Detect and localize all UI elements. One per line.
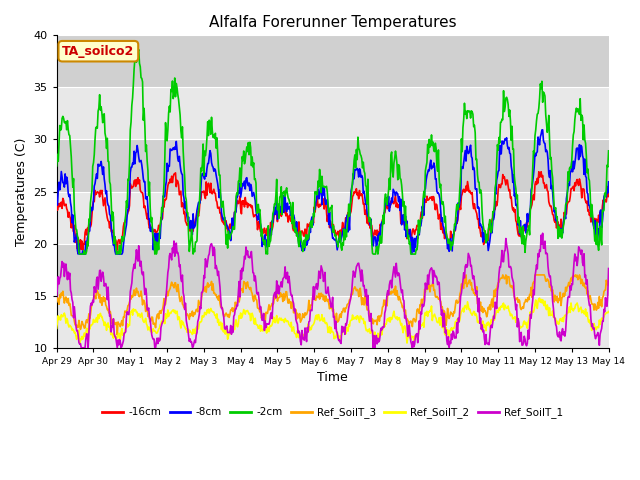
Title: Alfalfa Forerunner Temperatures: Alfalfa Forerunner Temperatures (209, 15, 456, 30)
Text: TA_soilco2: TA_soilco2 (62, 45, 134, 58)
Bar (57, 87, 609, 140)
Bar (57, 140, 609, 192)
Bar (57, 192, 609, 244)
Legend: -16cm, -8cm, -2cm, Ref_SoilT_3, Ref_SoilT_2, Ref_SoilT_1: -16cm, -8cm, -2cm, Ref_SoilT_3, Ref_Soil… (98, 403, 567, 422)
X-axis label: Time: Time (317, 372, 348, 384)
Bar (57, 244, 609, 296)
Bar (57, 296, 609, 348)
Y-axis label: Temperatures (C): Temperatures (C) (15, 137, 28, 246)
Bar (57, 36, 609, 87)
